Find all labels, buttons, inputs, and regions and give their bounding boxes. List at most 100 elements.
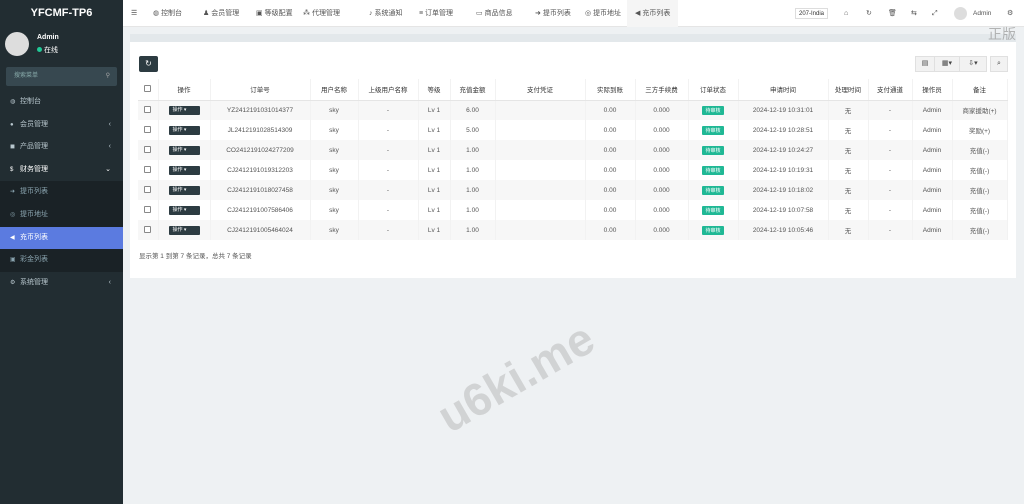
status-badge: 待审核 (702, 165, 724, 175)
table-cell: 充值(-) (952, 140, 1008, 160)
table-cell: 2024-12-19 10:31:01 (738, 100, 829, 120)
table-cell: Admin (912, 140, 953, 160)
table-cell: Admin (912, 200, 953, 220)
table-cell: 1.00 (450, 140, 496, 160)
admin-avatar[interactable] (954, 7, 967, 20)
monitor-icon: ▭ (476, 10, 483, 17)
home-icon[interactable]: ⌂ (844, 10, 849, 17)
sidebar-item-0[interactable]: ◍ 控制台 (0, 91, 123, 114)
sidebar-item-4[interactable]: ➜ 提币列表 (0, 181, 123, 204)
table-cell: 0.000 (635, 220, 689, 240)
row-checkbox[interactable] (138, 220, 159, 240)
tab-3[interactable]: ⁂ 代理管理 (303, 0, 340, 27)
money-icon: $ (10, 166, 14, 173)
table-cell: Admin (912, 220, 953, 240)
chevron-icon: ‹ (108, 278, 111, 286)
sidebar-item-1[interactable]: ● 会员管理 ‹ (0, 114, 123, 137)
sidebar-item-2[interactable]: ◼ 产品管理 ‹ (0, 136, 123, 159)
tab-4[interactable]: ♪ 系统通知 (369, 0, 402, 27)
address-icon: ◎ (10, 211, 16, 218)
row-checkbox[interactable] (138, 160, 159, 180)
sidebar-item-5[interactable]: ◎ 提币地址 (0, 203, 123, 227)
row-checkbox[interactable] (138, 120, 159, 140)
action-label: 操作 (172, 106, 183, 113)
tab-5[interactable]: ≡ 订单管理 (419, 0, 453, 27)
table-cell: 无 (828, 100, 869, 120)
sidebar-item-label: 系统管理 (20, 278, 48, 286)
sidebar-item-label: 财务管理 (20, 165, 48, 173)
refresh-button[interactable]: ↻ (139, 56, 158, 72)
column-header: 处理时间 (828, 79, 869, 101)
row-checkbox[interactable] (138, 180, 159, 200)
sidebar-item-7[interactable]: ▣ 彩金列表 (0, 249, 123, 272)
action-dropdown[interactable]: 操作 ▾ (158, 100, 211, 120)
tab-7[interactable]: ➜ 提币列表 (535, 0, 571, 27)
table-cell: - (868, 100, 913, 120)
tab-9[interactable]: ◀ 充币列表 (627, 0, 679, 27)
column-header[interactable]: 申请时间 (738, 79, 829, 101)
status-cell: 待审核 (688, 120, 739, 140)
menu-toggle-icon[interactable]: ☰ (131, 10, 138, 17)
sidebar-item-3[interactable]: $ 财务管理 ⌄ (0, 159, 123, 182)
tab-0[interactable]: ◍ 控制台 (153, 0, 182, 27)
table-cell: 6.00 (450, 100, 496, 120)
table-cell: 1.00 (450, 180, 496, 200)
tab-label: 商品信息 (484, 10, 513, 17)
sidebar-item-6[interactable]: ◀ 充币列表 (0, 226, 123, 250)
tab-1[interactable]: ♟ 会员管理 (203, 0, 239, 27)
row-checkbox[interactable] (138, 100, 159, 120)
table-cell: 0.000 (635, 200, 689, 220)
watermark-text: 正版 (988, 26, 1016, 42)
table-row: 操作 ▾ CJ2412191007586406 sky - Lv 1 1.00 0.00 0.… (138, 200, 1008, 220)
tab-8[interactable]: ◎ 提币地址 (585, 0, 621, 27)
export-button[interactable]: ⇩▾ (959, 56, 987, 72)
row-checkbox[interactable] (138, 140, 159, 160)
menu-search-input[interactable]: 搜索菜单 ⚲ (6, 67, 117, 86)
column-header: 操作 (158, 79, 211, 101)
action-dropdown[interactable]: 操作 ▾ (158, 180, 211, 200)
table-cell: 充值(-) (952, 160, 1008, 180)
action-dropdown[interactable]: 操作 ▾ (158, 140, 211, 160)
status-cell: 待审核 (688, 200, 739, 220)
admin-name[interactable]: Admin (973, 10, 992, 17)
toggle-view-button[interactable]: ▤ (915, 56, 935, 72)
table-row: 操作 ▾ CJ2412191019312203 sky - Lv 1 1.00 0.00 0.… (138, 160, 1008, 180)
table-row: 操作 ▾ CJ2412191018027458 sky - Lv 1 1.00 0.00 0.… (138, 180, 1008, 200)
tab-6[interactable]: ▭ 商品信息 (476, 0, 513, 27)
address-icon: ◎ (585, 10, 592, 17)
language-icon[interactable]: ⇆ (911, 10, 917, 17)
settings-icon[interactable]: ⚙ (1007, 10, 1014, 17)
columns-button[interactable]: ▦▾ (934, 56, 960, 72)
tab-label: 订单管理 (425, 10, 454, 17)
action-dropdown[interactable]: 操作 ▾ (158, 200, 211, 220)
action-dropdown[interactable]: 操作 ▾ (158, 220, 211, 240)
dashboard-icon: ◍ (10, 99, 16, 105)
table-cell (495, 220, 586, 240)
table-cell: - (868, 200, 913, 220)
row-checkbox[interactable] (138, 200, 159, 220)
search-button[interactable]: ⌕ (990, 56, 1008, 72)
table-cell (495, 180, 586, 200)
status-badge: 待审核 (702, 105, 724, 115)
action-dropdown[interactable]: 操作 ▾ (158, 120, 211, 140)
content-panel: ↻ ▤ ▦▾ ⇩▾ ⌕ 操作 订单号 用户名称 上级用户名称 等级 充值金额 支付凭证 实际到… (130, 42, 1016, 278)
column-header: 备注 (952, 79, 1008, 101)
sidebar-item-label: 产品管理 (20, 143, 48, 151)
fullscreen-icon[interactable]: ⤢ (932, 10, 938, 17)
user-name: Admin (37, 34, 59, 41)
select-all-checkbox[interactable] (138, 79, 159, 101)
table-cell: - (358, 160, 419, 180)
column-header: 实际到账 (585, 79, 636, 101)
language-select[interactable]: 207-India (795, 8, 829, 19)
trash-icon[interactable]: 🗑 (888, 10, 897, 17)
table-cell: - (358, 220, 419, 240)
table-cell: Admin (912, 160, 953, 180)
user-status: 在线 (37, 45, 58, 55)
top-navbar: ☰ ◍ 控制台 ♟ 会员管理 ▣ 等级配置 ⁂ 代理管理 ♪ 系统通知 ≡ 订单管理 ▭ 商… (123, 0, 1024, 27)
chevron-icon: ⌄ (105, 165, 111, 173)
tab-label: 会员管理 (211, 10, 240, 17)
tab-2[interactable]: ▣ 等级配置 (256, 0, 293, 27)
sidebar-item-8[interactable]: ⚙ 系统管理 ‹ (0, 272, 123, 295)
refresh-icon[interactable]: ↻ (866, 10, 872, 17)
action-dropdown[interactable]: 操作 ▾ (158, 160, 211, 180)
